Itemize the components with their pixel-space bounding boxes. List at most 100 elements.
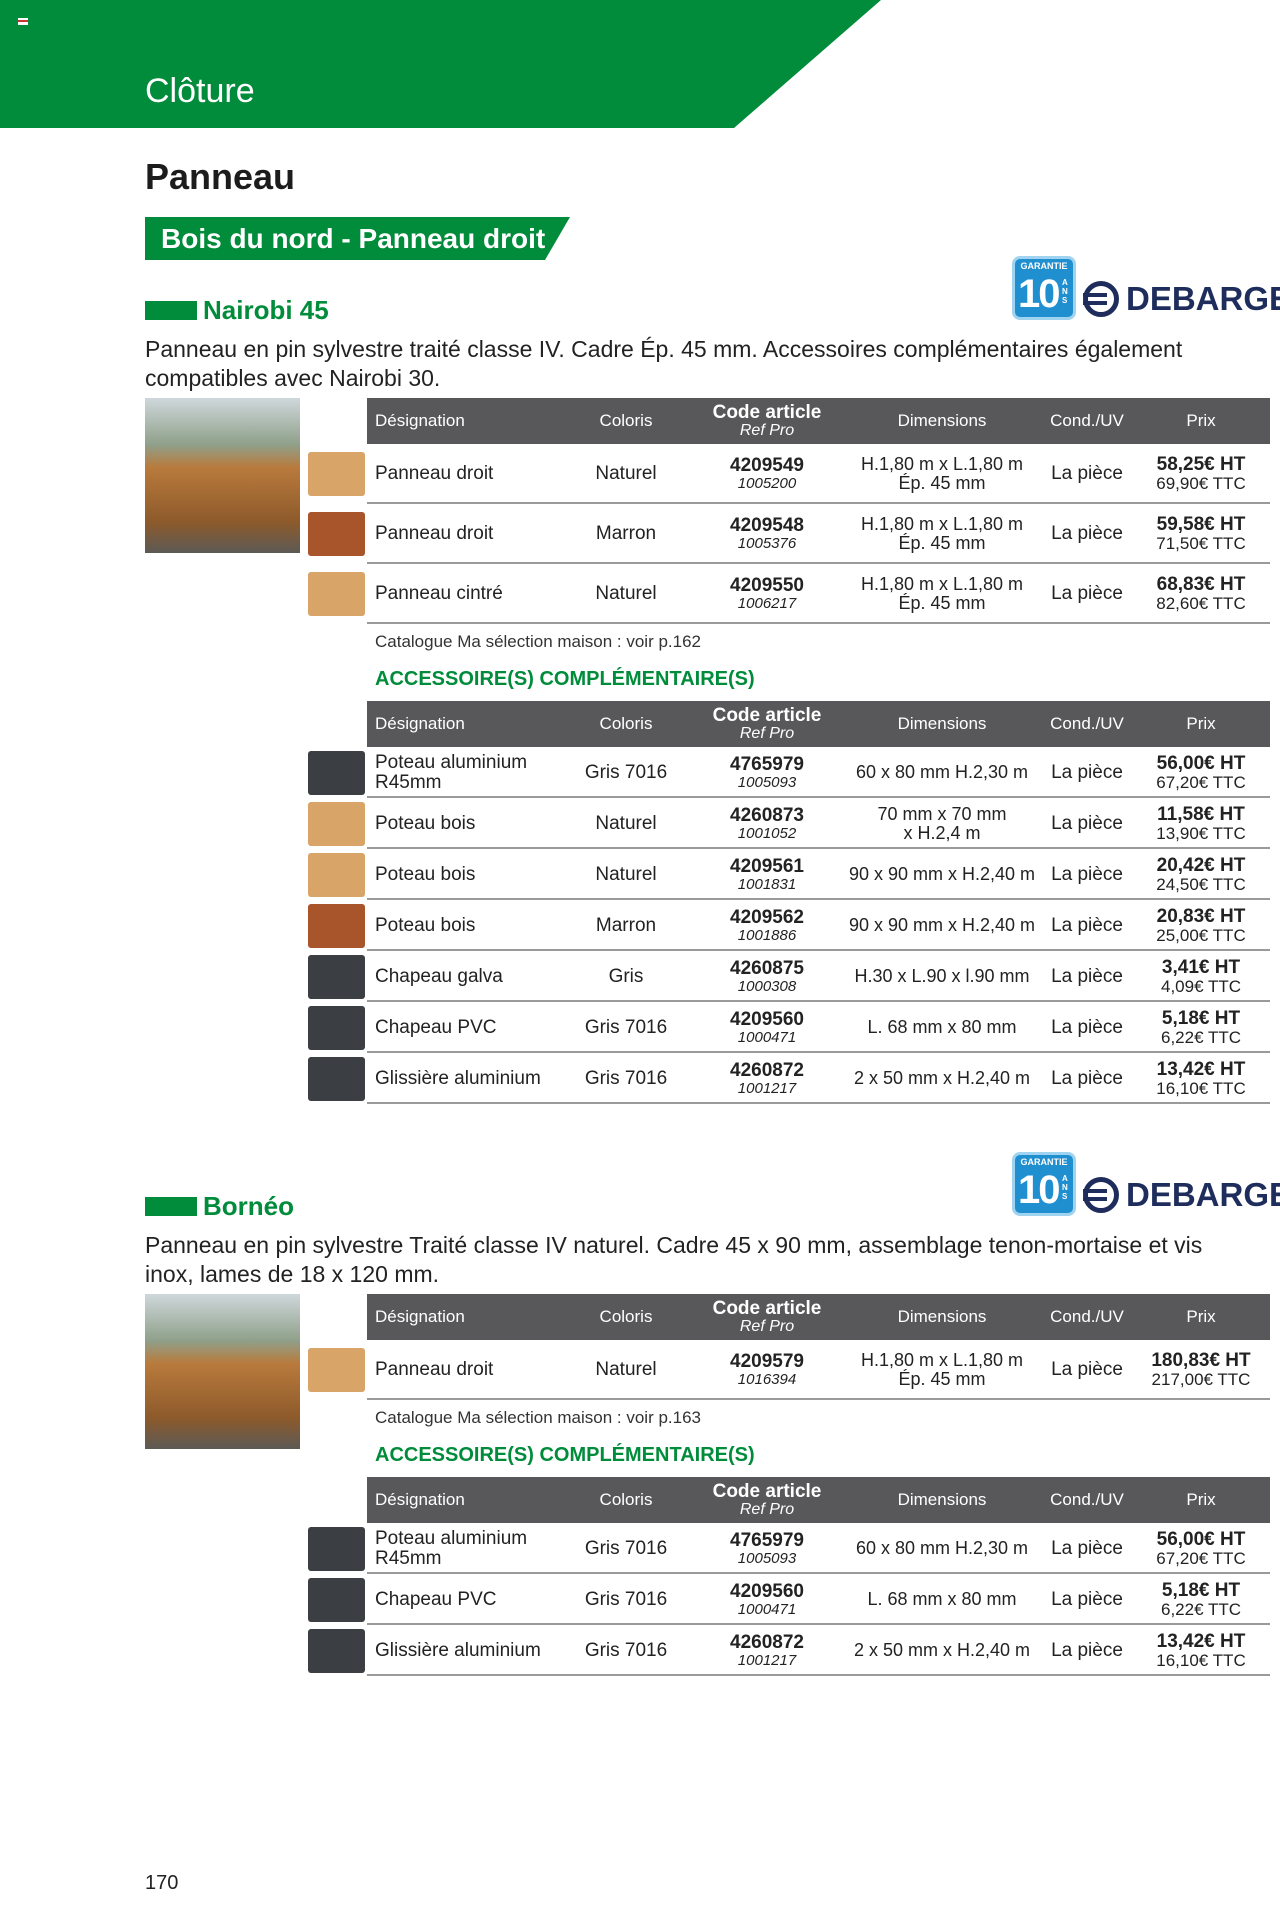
table-header-cell: Désignation [375,1477,550,1523]
price-ht: 20,42€ HT [1156,854,1246,876]
ref-pro: 1005093 [737,773,797,791]
product-photo [145,398,300,553]
cond-text: La pièce [1051,1359,1123,1381]
table-header-cell: Désignation [375,1294,550,1340]
product-thumb [308,954,365,999]
column-header: Prix [1186,714,1216,734]
designation: Panneau droit [375,1340,550,1400]
table-header-cell: Code article Ref Pro [702,1477,832,1523]
code-article: 4209560 [730,1008,804,1030]
product-description: Panneau en pin sylvestre Traité classe I… [145,1232,1203,1287]
ref-pro: 1001831 [737,875,797,893]
code: 4260873 1001052 [702,798,832,849]
designation: Chapeau galva [375,951,550,1002]
price: 20,83€ HT 25,00€ TTC [1131,900,1271,951]
cond: La pièce [1037,798,1137,849]
brand-name: DEBARGE [1126,280,1280,317]
table-header-cell: Cond./UV [1037,1477,1137,1523]
designation-text: Chapeau PVC [375,1588,497,1610]
code: 4209560 1000471 [702,1002,832,1053]
product-thumb [308,1628,365,1673]
table-header-cell: Code article Ref Pro [702,701,832,747]
code-article: 4209562 [730,906,804,928]
row-rule [367,1102,1270,1104]
coloris-text: Naturel [595,583,657,605]
dimension-line: H.1,80 m x L.1,80 m [860,574,1024,595]
price: 58,25€ HT 69,90€ TTC [1131,444,1271,504]
designation: Chapeau PVC [375,1002,550,1053]
designation-text: Poteau bois [375,812,476,834]
code-article: 4260872 [730,1631,804,1653]
ref-header: Ref Pro [739,1317,795,1335]
price-ht: 13,42€ HT [1156,1058,1246,1080]
cond-text: La pièce [1051,761,1123,783]
designation-text: Panneau droit [375,463,494,485]
table-header-cell: Cond./UV [1037,701,1137,747]
row-rule [367,1051,1270,1053]
code: 4209560 1000471 [702,1574,832,1625]
product-thumb [308,452,365,496]
ref-pro: 1005093 [737,1549,797,1567]
column-header: Dimensions [897,1490,987,1510]
guarantee-unit: ANS [1062,1174,1068,1201]
price-ht: 5,18€ HT [1161,1007,1241,1029]
price-ht: 58,25€ HT [1156,454,1246,476]
table-header-cell: Désignation [375,398,550,444]
dimensions: H.1,80 m x L.1,80 m Ép. 45 mm [842,564,1042,624]
cond: La pièce [1037,1523,1137,1574]
designation: Poteau aluminium R45mm [375,1523,550,1574]
table-header-bg [367,1477,1270,1523]
coloris: Gris 7016 [571,1002,681,1053]
table-header-cell: Prix [1131,398,1271,444]
cond-text: La pièce [1051,965,1123,987]
code: 4765979 1005093 [702,1523,832,1574]
code-article: 4209548 [730,515,804,537]
brand-icon-bars [1083,293,1107,305]
price-ttc: 67,20€ TTC [1156,1548,1246,1568]
dimension-line: H.1,80 m x L.1,80 m [860,454,1024,475]
code-article: 4209560 [730,1580,804,1602]
table-header-bg [367,398,1270,444]
price-ht: 20,83€ HT [1156,905,1246,927]
ref-pro: 1001217 [737,1651,797,1669]
price-ttc: 16,10€ TTC [1156,1078,1246,1098]
product-marker [145,301,197,320]
guarantee-badge [1012,256,1076,320]
cond-text: La pièce [1051,1537,1123,1559]
column-header: Cond./UV [1050,1490,1124,1510]
coloris-text: Marron [595,914,657,936]
cond-text: La pièce [1051,523,1123,545]
coloris: Gris 7016 [571,747,681,798]
price: 68,83€ HT 82,60€ TTC [1131,564,1271,624]
code-header: Code article [712,704,822,726]
coloris: Marron [571,900,681,951]
price: 3,41€ HT 4,09€ TTC [1131,951,1271,1002]
brand-icon [1083,281,1119,317]
column-header: Coloris [599,714,653,734]
brand-name: DEBARGE [1126,1176,1280,1213]
code-article: 4765979 [730,1529,804,1551]
designation-text: Glissière aluminium [375,1639,541,1661]
price: 13,42€ HT 16,10€ TTC [1131,1053,1271,1104]
coloris-text: Gris 7016 [584,1639,668,1661]
ref-pro: 1006217 [737,595,797,613]
price-ttc: 25,00€ TTC [1156,925,1246,945]
dimension-line: 2 x 50 mm x H.2,40 m [853,1068,1031,1089]
code: 4209550 1006217 [702,564,832,624]
dimensions: H.1,80 m x L.1,80 m Ép. 45 mm [842,504,1042,564]
table-header-bg [367,701,1270,747]
dimension-line: Ép. 45 mm [898,533,986,553]
header-band [0,0,881,128]
product-thumb [308,1348,365,1392]
dimensions: H.1,80 m x L.1,80 m Ép. 45 mm [842,1340,1042,1400]
price-ht: 180,83€ HT [1151,1350,1251,1372]
guarantee-label: GARANTIE [1020,1157,1068,1167]
guarantee-years: 10 [1018,1168,1060,1212]
ref-pro: 1000308 [737,977,797,995]
cond: La pièce [1037,1625,1137,1676]
price-ht: 5,18€ HT [1161,1579,1241,1601]
price-ht: 11,58€ HT [1157,803,1245,825]
brand-icon-bars [1083,1189,1107,1201]
cond-text: La pièce [1051,1588,1123,1610]
coloris-text: Naturel [595,463,657,485]
